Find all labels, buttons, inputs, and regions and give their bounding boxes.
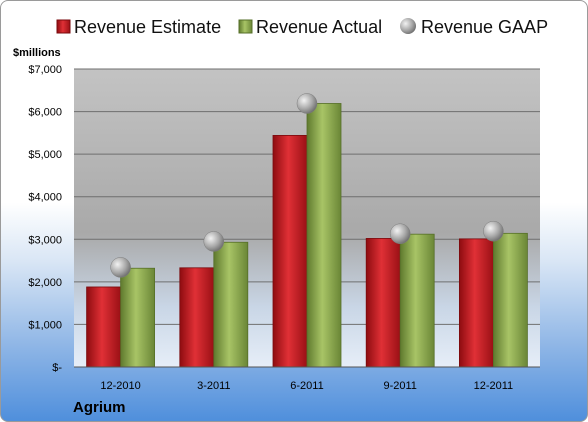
y-unit-label: $millions [13,47,61,59]
point-revenue-gaap [296,93,318,114]
legend-item-revenue-estimate: Revenue Estimate [56,17,221,37]
company-name: Agrium [73,399,126,416]
y-tick-label: $4,000 [28,192,62,204]
x-tick-labels: 12-2010 3-2011 6-2011 9-2011 12-2011 [100,380,513,392]
legend-swatch-revenue-gaap [400,18,416,34]
y-tick-label: $1,000 [28,319,62,331]
x-tick-label: 12-2011 [474,380,514,392]
bar-revenue-actual [213,241,249,368]
x-tick-label: 3-2011 [197,380,230,392]
legend-label-revenue-gaap: Revenue GAAP [421,17,548,37]
point-revenue-gaap [110,257,131,278]
bar-revenue-actual [120,267,155,368]
bar-revenue-estimate [458,238,494,368]
legend-item-revenue-actual: Revenue Actual [238,17,382,37]
y-tick-label: $5,000 [28,149,62,161]
point-revenue-gaap [203,231,225,252]
legend-label-revenue-estimate: Revenue Estimate [74,17,221,37]
legend-swatch-revenue-estimate [56,19,71,34]
y-tick-label: $6,000 [28,107,62,119]
bar-revenue-estimate [272,135,308,368]
bar-revenue-actual [399,233,435,368]
point-revenue-gaap [483,220,504,242]
x-tick-label: 6-2011 [290,380,323,392]
legend-item-revenue-gaap: Revenue GAAP [400,17,548,37]
y-tick-label: $7,000 [28,64,62,76]
x-tick-label: 9-2011 [383,380,416,392]
y-tick-labels: $- $1,000 $2,000 $3,000 $4,000 $5,000 $6,000 $7… [28,64,62,374]
y-tick-label: $- [52,362,62,374]
bar-revenue-actual [306,103,342,368]
x-tick-label: 12-2010 [100,380,140,392]
gaap-points [110,93,504,278]
bar-revenue-actual [492,232,528,368]
point-revenue-gaap [389,223,411,245]
legend: Revenue Estimate Revenue Actual Revenue … [56,17,548,37]
y-tick-label: $2,000 [28,277,62,289]
legend-swatch-revenue-actual [238,19,253,34]
legend-label-revenue-actual: Revenue Actual [256,17,382,37]
bar-revenue-estimate [365,238,401,368]
bar-revenue-estimate [179,267,215,368]
bar-revenue-estimate [86,286,121,368]
y-tick-label: $3,000 [28,234,62,246]
